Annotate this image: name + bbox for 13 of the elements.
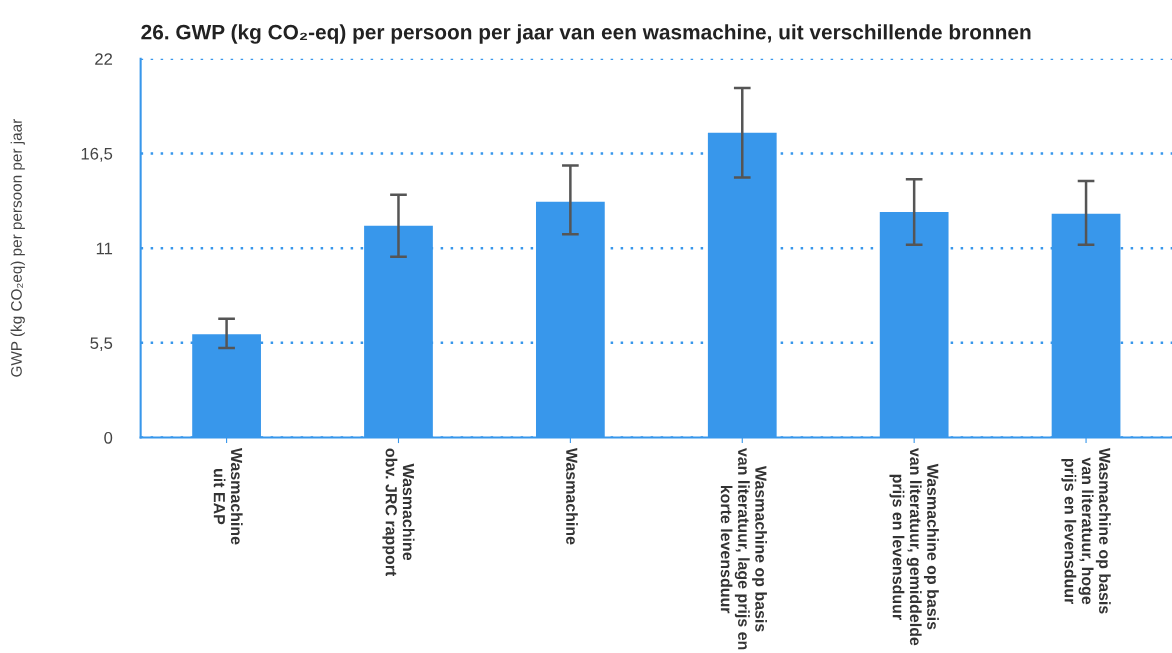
x-tick-label: Wasmachine uit EAP [213,447,243,545]
y-tick-label: 0 [104,431,113,444]
x-tick-label: Wasmachine [566,447,578,545]
x-tick-label: Wasmachine op basis van literatuur, hoge prijs en levensduur [1061,447,1111,614]
y-tick-label: 11 [96,242,113,255]
x-tick-label: Wasmachine op basis van literatuur, lage prijs en korte levensduur [720,447,767,650]
y-tick-label: 22 [95,53,113,65]
y-tick-label: 5,5 [90,337,113,351]
y-tick-label: 16,5 [81,147,113,162]
y-axis-title: GWP (kg CO₂eq) per persoon per jaar [10,119,25,377]
chart-title: 26. GWP (kg CO₂-eq) per persoon per jaar van een wasmachine, uit verschillende bronnen [141,24,1031,44]
x-tick-label: Wasmachine op basis van literatuur, gemiddelde prijs en levensduur [889,447,939,646]
x-tick-label: Wasmachine obv. JRC rapport [382,448,415,577]
